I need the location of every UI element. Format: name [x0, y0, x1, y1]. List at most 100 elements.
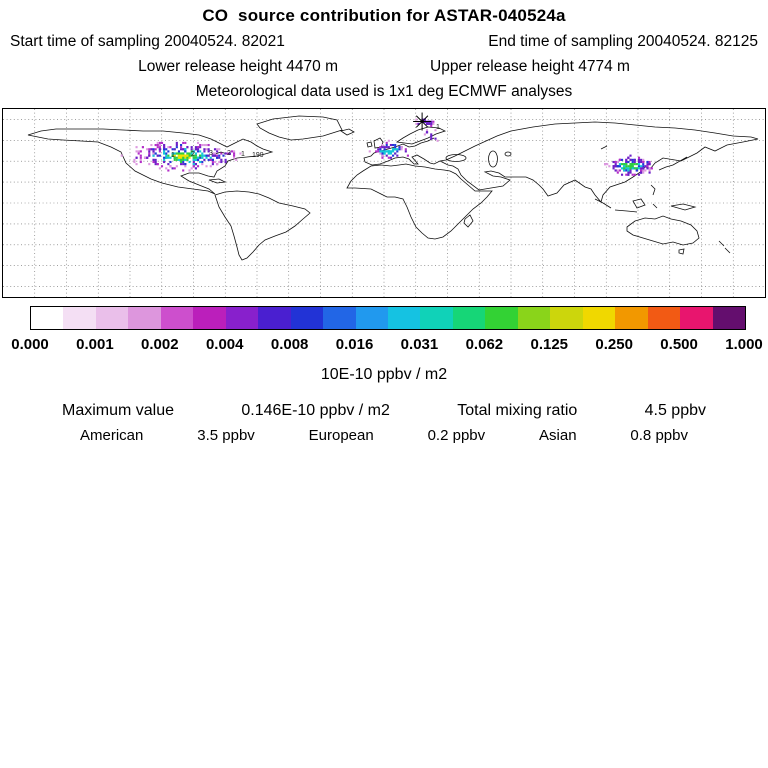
- contribution-cell: [394, 152, 397, 155]
- contribution-cell: [167, 169, 170, 172]
- contribution-cell: [192, 163, 195, 166]
- contribution-cell: [196, 146, 200, 149]
- contribution-cell: [385, 154, 388, 157]
- contribution-cell: [199, 146, 202, 149]
- colorbar-tick-label: 0.031: [400, 336, 439, 353]
- contribution-cell: [392, 143, 395, 147]
- contribution-cell: [216, 150, 219, 153]
- contribution-cell: [640, 171, 643, 174]
- colorbar-segment: [452, 307, 486, 329]
- contribution-cell: [190, 150, 193, 153]
- contribution-cell: [633, 160, 636, 164]
- contribution-cell: [182, 154, 185, 157]
- contribution-cell: [637, 167, 641, 170]
- contribution-cell: [220, 160, 223, 164]
- contribution-cell: [625, 160, 628, 164]
- contribution-cell: [203, 154, 206, 157]
- contribution-cell: [239, 152, 242, 155]
- contribution-cell: [218, 148, 221, 151]
- contribution-cell: [218, 154, 221, 157]
- max-value-text: 0.146E-10 ppbv / m2: [241, 402, 390, 419]
- contribution-cell: [184, 148, 187, 151]
- contribution-cell: [381, 146, 384, 149]
- contribution-cell: [152, 148, 155, 151]
- colorbar-tick-label: 0.062: [465, 336, 504, 353]
- contribution-cell: [180, 160, 183, 164]
- colorbar-tick-label: 0.000: [11, 336, 49, 353]
- contribution-cell: [163, 148, 166, 151]
- contribution-cell: [211, 163, 214, 166]
- contribution-cell: [648, 160, 651, 164]
- contribution-cell: [184, 154, 187, 157]
- contribution-cell: [631, 160, 634, 164]
- contribution-cell: [160, 141, 164, 144]
- contribution-cell: [430, 135, 433, 138]
- contribution-cell: [404, 150, 407, 153]
- contribution-cell: [216, 163, 219, 166]
- contribution-cell: [177, 152, 181, 155]
- contribution-cell: [207, 143, 210, 147]
- contribution-cell: [642, 167, 645, 170]
- contribution-cell: [381, 156, 384, 159]
- contribution-cell: [633, 163, 636, 166]
- contribution-cell: [203, 148, 206, 151]
- contribution-cell: [196, 141, 200, 144]
- contribution-cell: [436, 139, 439, 142]
- contribution-cell: [623, 163, 626, 166]
- contribution-cell: [629, 169, 632, 172]
- contribution-cell: [148, 163, 151, 166]
- contribution-cell: [614, 160, 617, 164]
- contribution-cell: [421, 118, 424, 121]
- contribution-cell: [169, 160, 172, 164]
- contribution-cell: [180, 152, 183, 155]
- contribution-cell: [201, 156, 204, 159]
- colorbar-segment: [290, 307, 324, 329]
- contribution-cell: [186, 154, 189, 157]
- contribution-cell: [192, 165, 195, 168]
- contribution-cell: [152, 160, 155, 164]
- contribution-cell: [387, 150, 390, 153]
- contribution-cell: [154, 148, 157, 151]
- colorbar-tick-label: 0.002: [141, 336, 179, 353]
- contribution-cell: [163, 160, 166, 164]
- contribution-cell: [184, 156, 187, 159]
- contribution-cell: [383, 152, 386, 155]
- contribution-cell: [216, 156, 219, 159]
- contribution-cell: [614, 169, 617, 172]
- contribution-cell: [158, 146, 161, 149]
- contribution-cell: [404, 148, 407, 151]
- contribution-cell: [618, 169, 621, 172]
- contribution-cell: [201, 163, 204, 166]
- colorbar-segment: [550, 307, 583, 329]
- contribution-cell: [637, 156, 641, 159]
- colorbar-tick-label: 0.125: [530, 336, 569, 353]
- contribution-cell: [180, 143, 183, 147]
- contribution-cell: [612, 160, 615, 164]
- contribution-cell: [233, 150, 236, 153]
- contribution-cell: [154, 163, 157, 166]
- trajectory-label: 1: [171, 152, 175, 159]
- contribution-cell: [625, 169, 628, 172]
- contribution-cell: [175, 152, 178, 155]
- colorbar-segment: [31, 307, 64, 329]
- contribution-cell: [165, 154, 168, 157]
- contribution-cell: [648, 171, 651, 174]
- contribution-cell: [616, 160, 619, 164]
- contribution-cell: [642, 158, 645, 161]
- contribution-cell: [167, 163, 170, 166]
- contribution-cell: [163, 152, 166, 155]
- contribution-cell: [644, 165, 647, 168]
- contribution-cell: [218, 156, 221, 159]
- contribution-cell: [385, 150, 388, 153]
- contribution-cell: [201, 152, 204, 155]
- contribution-cell: [163, 150, 166, 153]
- colorbar-segment: [387, 307, 421, 329]
- contribution-cell: [194, 146, 197, 149]
- contribution-cell: [169, 146, 172, 149]
- contribution-cell: [612, 165, 615, 168]
- contribution-cell: [648, 163, 651, 166]
- contribution-cell: [629, 158, 632, 161]
- contribution-cell: [173, 156, 176, 159]
- contribution-cell: [633, 173, 636, 176]
- contribution-cell: [631, 173, 634, 176]
